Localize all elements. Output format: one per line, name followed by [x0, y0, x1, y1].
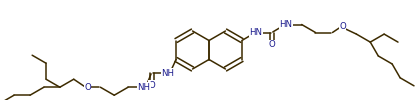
Text: NH: NH [162, 69, 175, 78]
Text: O: O [268, 40, 275, 49]
Text: O: O [84, 83, 91, 92]
Text: HN: HN [249, 28, 262, 37]
Text: O: O [339, 22, 346, 31]
Text: O: O [149, 81, 155, 90]
Text: HN: HN [279, 20, 292, 29]
Text: NH: NH [138, 83, 150, 92]
